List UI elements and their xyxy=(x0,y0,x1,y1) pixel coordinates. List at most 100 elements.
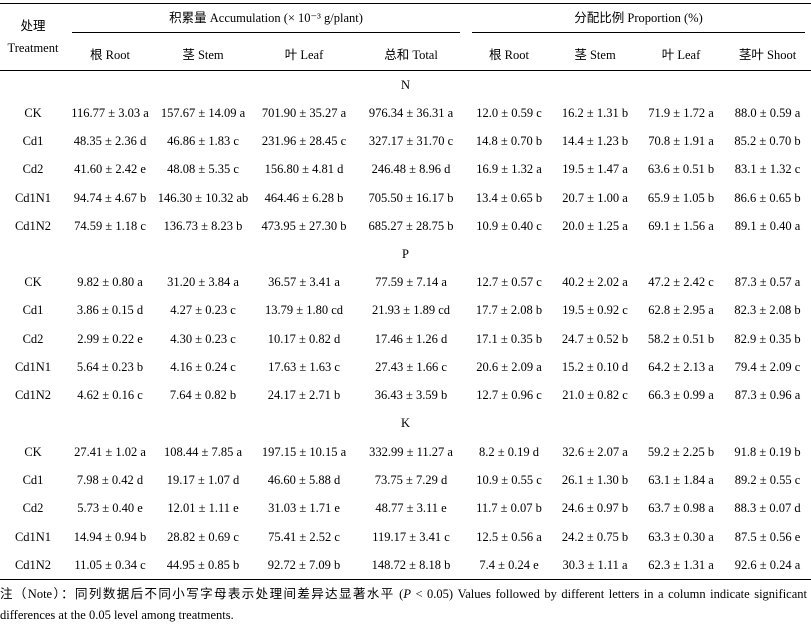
value-cell: 79.4 ± 2.09 c xyxy=(734,360,801,375)
value-cell: 17.1 ± 0.35 b xyxy=(475,331,543,346)
value-cell: 65.9 ± 1.05 b xyxy=(647,190,715,205)
value-cell: 83.1 ± 1.32 c xyxy=(734,162,801,177)
value-cell: 59.2 ± 2.25 b xyxy=(647,444,715,459)
treatment-cell: Cd1N2 xyxy=(0,551,66,581)
table-row: Cd2 5.73 ± 0.40 e 12.01 ± 1.11 e 31.03 ± 1.… xyxy=(0,495,811,523)
table-row: Cd2 2.99 ± 0.22 e 4.30 ± 0.23 c 10.17 ± 0.8… xyxy=(0,325,811,353)
value-cell: 75.41 ± 2.52 c xyxy=(268,529,340,544)
treatment-cell: Cd1N1 xyxy=(14,360,52,375)
value-cell: 27.41 ± 1.02 a xyxy=(74,444,146,459)
note-suffix: < 0.05) Values followed by different let… xyxy=(0,587,807,622)
value-cell: 15.2 ± 0.10 d xyxy=(561,360,629,375)
treatment-cell: Cd1 xyxy=(22,133,44,148)
treatment-cell: Cd1N2 xyxy=(14,218,52,233)
value-cell: 7.64 ± 0.82 b xyxy=(169,388,237,403)
value-cell: 70.8 ± 1.91 a xyxy=(648,133,714,148)
value-cell: 197.15 ± 10.15 a xyxy=(261,444,347,459)
value-cell: 44.95 ± 0.85 b xyxy=(154,551,252,581)
value-cell: 87.3 ± 0.96 a xyxy=(734,388,801,403)
value-cell: 24.7 ± 0.52 b xyxy=(561,331,629,346)
treatment-cell: CK xyxy=(24,105,42,120)
value-cell: 36.43 ± 3.59 b xyxy=(374,388,448,403)
value-cell: 89.1 ± 0.40 a xyxy=(734,218,801,233)
column-header: 茎 Stem xyxy=(154,36,252,71)
value-cell: 88.0 ± 0.59 a xyxy=(734,105,801,120)
value-cell: 685.27 ± 28.75 b xyxy=(368,218,454,233)
value-cell: 21.93 ± 1.89 cd xyxy=(371,303,451,318)
treatment-cell: CK xyxy=(24,275,42,290)
value-cell: 89.2 ± 0.55 c xyxy=(734,472,801,487)
value-cell: 48.77 ± 3.11 e xyxy=(375,501,447,516)
value-cell: 7.4 ± 0.24 e xyxy=(466,551,553,581)
value-cell: 82.3 ± 2.08 b xyxy=(734,303,801,318)
accumulation-header-cell: 积累量 Accumulation (× 10⁻³ g/plant) xyxy=(66,3,467,36)
table-row: Cd1N2 4.62 ± 0.16 c 7.64 ± 0.82 b 24.17 ± 2… xyxy=(0,382,811,410)
group-label: P xyxy=(402,246,409,261)
value-cell: 58.2 ± 0.51 b xyxy=(647,331,715,346)
value-cell: 82.9 ± 0.35 b xyxy=(734,331,801,346)
value-cell: 41.60 ± 2.42 e xyxy=(74,162,146,177)
treatment-header-en: Treatment xyxy=(7,41,59,55)
value-cell: 8.2 ± 0.19 d xyxy=(479,444,540,459)
value-cell: 69.1 ± 1.56 a xyxy=(648,218,714,233)
value-cell: 146.30 ± 10.32 ab xyxy=(157,190,249,205)
value-cell: 12.7 ± 0.96 c xyxy=(476,388,542,403)
value-cell: 87.5 ± 0.56 e xyxy=(734,529,801,544)
treatment-cell: Cd1N1 xyxy=(14,190,52,205)
value-cell: 20.7 ± 1.00 a xyxy=(562,190,628,205)
proportion-header: 分配比例 Proportion (%) xyxy=(472,7,806,33)
value-cell: 4.16 ± 0.24 c xyxy=(170,360,236,375)
column-header: 茎 Stem xyxy=(552,36,639,71)
value-cell: 7.98 ± 0.42 d xyxy=(76,472,144,487)
proportion-header-cell: 分配比例 Proportion (%) xyxy=(466,3,811,36)
value-cell: 136.73 ± 8.23 b xyxy=(163,218,243,233)
value-cell: 976.34 ± 36.31 a xyxy=(368,105,454,120)
value-cell: 5.64 ± 0.23 b xyxy=(76,360,144,375)
value-cell: 2.99 ± 0.22 e xyxy=(77,331,143,346)
value-cell: 14.4 ± 1.23 b xyxy=(561,133,629,148)
table-row: CK 9.82 ± 0.80 a 31.20 ± 3.84 a 36.57 ± 3.4… xyxy=(0,268,811,296)
value-cell: 94.74 ± 4.67 b xyxy=(73,190,147,205)
value-cell: 24.17 ± 2.71 b xyxy=(267,388,341,403)
table-note: 注（Note）：同列数据后不同小写字母表示处理间差异达显著水平 (P < 0.0… xyxy=(0,584,807,626)
value-cell: 64.2 ± 2.13 a xyxy=(648,360,714,375)
value-cell: 63.1 ± 1.84 a xyxy=(648,472,714,487)
value-cell: 701.90 ± 35.27 a xyxy=(261,105,347,120)
value-cell: 246.48 ± 8.96 d xyxy=(371,162,451,177)
value-cell: 91.8 ± 0.19 b xyxy=(734,444,801,459)
value-cell: 30.3 ± 1.11 a xyxy=(552,551,639,581)
value-cell: 12.01 ± 1.11 e xyxy=(167,501,239,516)
value-cell: 32.6 ± 2.07 a xyxy=(562,444,628,459)
value-cell: 62.3 ± 1.31 a xyxy=(638,551,725,581)
value-cell: 27.43 ± 1.66 c xyxy=(375,360,447,375)
value-cell: 31.03 ± 1.71 e xyxy=(268,501,340,516)
value-cell: 71.9 ± 1.72 a xyxy=(648,105,714,120)
group-label: N xyxy=(401,77,411,92)
value-cell: 12.0 ± 0.59 c xyxy=(476,105,542,120)
value-cell: 28.82 ± 0.69 c xyxy=(167,529,239,544)
treatment-header-cn: 处理 xyxy=(20,19,46,33)
value-cell: 47.2 ± 2.42 c xyxy=(648,275,714,290)
value-cell: 66.3 ± 0.99 a xyxy=(648,388,714,403)
table-row: Cd1 7.98 ± 0.42 d 19.17 ± 1.07 d 46.60 ± 5.… xyxy=(0,466,811,494)
treatment-cell: Cd2 xyxy=(22,501,44,516)
table-row: Cd1N2 11.05 ± 0.34 c 44.95 ± 0.85 b 92.72 ±… xyxy=(0,551,811,581)
value-cell: 13.79 ± 1.80 cd xyxy=(264,303,344,318)
value-cell: 16.2 ± 1.31 b xyxy=(561,105,629,120)
table-row: Cd1N1 94.74 ± 4.67 b 146.30 ± 10.32 ab 464.… xyxy=(0,184,811,212)
column-header: 根 Root xyxy=(66,36,154,71)
treatment-cell: Cd1 xyxy=(22,303,44,318)
treatment-cell: Cd2 xyxy=(22,331,44,346)
treatment-cell: Cd2 xyxy=(22,162,44,177)
value-cell: 19.17 ± 1.07 d xyxy=(166,472,240,487)
value-cell: 26.1 ± 1.30 b xyxy=(561,472,629,487)
value-cell: 46.60 ± 5.88 d xyxy=(267,472,341,487)
table-row: Cd1 48.35 ± 2.36 d 46.86 ± 1.83 c 231.96 ± … xyxy=(0,127,811,155)
value-cell: 108.44 ± 7.85 a xyxy=(163,444,243,459)
value-cell: 24.6 ± 0.97 b xyxy=(561,501,629,516)
value-cell: 73.75 ± 7.29 d xyxy=(374,472,448,487)
value-cell: 24.2 ± 0.75 b xyxy=(561,529,629,544)
value-cell: 85.2 ± 0.70 b xyxy=(734,133,801,148)
table-row: Cd1 3.86 ± 0.15 d 4.27 ± 0.23 c 13.79 ± 1.8… xyxy=(0,297,811,325)
value-cell: 4.27 ± 0.23 c xyxy=(170,303,236,318)
